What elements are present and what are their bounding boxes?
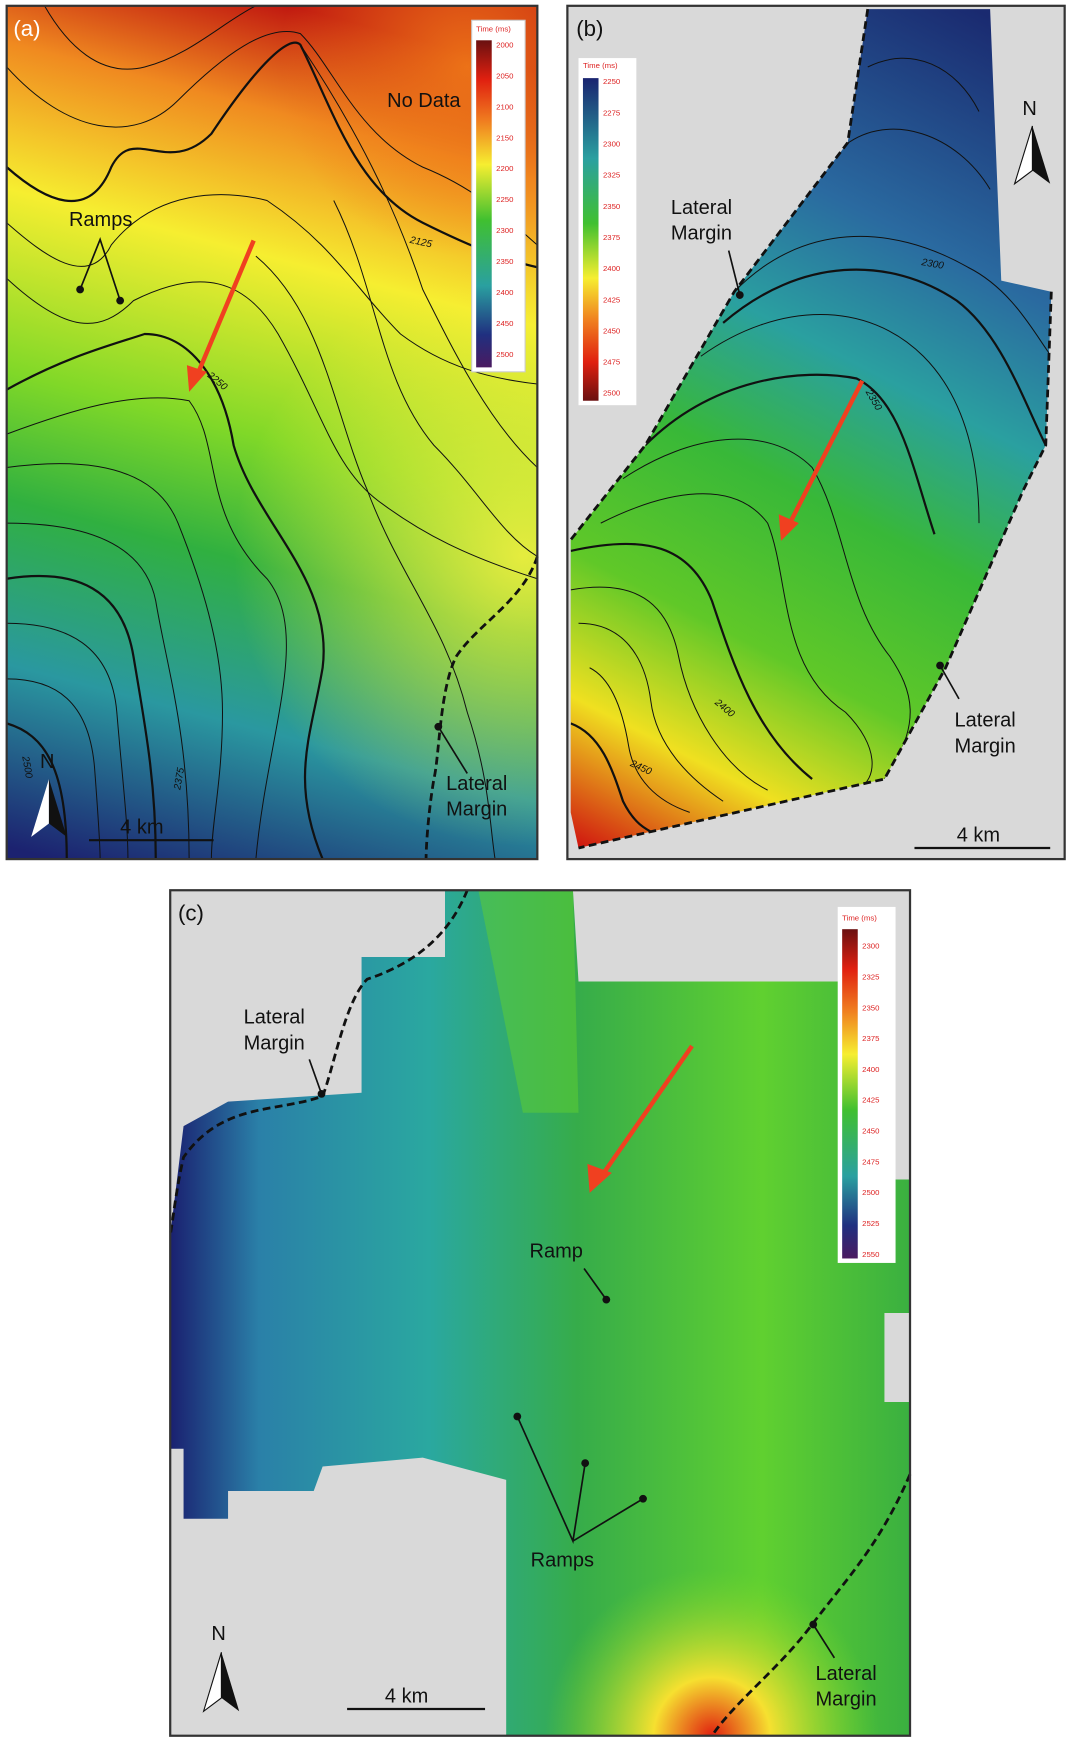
panel-b: (b) Lateral Margin Lateral Margin 2300 2… (567, 6, 1064, 859)
figure: (a) No Data Ramps Lateral Margin 2125 22… (0, 0, 1068, 1746)
colorbar-tick-label: 2525 (862, 1219, 879, 1228)
colorbar-tick-label: 2375 (862, 1034, 879, 1043)
scale-label: 4 km (120, 817, 163, 839)
colorbar-tick-label: 2250 (603, 77, 621, 86)
colorbar-tick-label: 2250 (496, 195, 514, 204)
colorbar-title: Time (ms) (842, 913, 877, 922)
colorbar-title: Time (ms) (476, 24, 511, 33)
colorbar-tick-label: 2400 (862, 1065, 880, 1074)
colorbar-tick-label: 2350 (862, 1003, 880, 1012)
lateral-margin-label: Lateral (244, 1007, 305, 1029)
panel-label: (a) (13, 16, 40, 41)
ramps-label: Ramps (531, 1550, 594, 1572)
colorbar-tick-label: 2450 (603, 326, 621, 335)
colorbar-tick-label: 2350 (603, 202, 621, 211)
scale-label: 4 km (385, 1685, 428, 1707)
colorbar-tick-label: 2100 (496, 102, 514, 111)
colorbar-tick-label: 2000 (496, 41, 514, 50)
panel-label: (b) (576, 16, 603, 41)
north-label: N (211, 1623, 225, 1645)
lateral-margin-label: Margin (446, 799, 507, 821)
lateral-margin-label: Lateral (671, 197, 732, 219)
lateral-margin-label: Margin (671, 222, 732, 244)
colorbar-tick-label: 2475 (603, 358, 620, 367)
colorbar-tick-label: 2550 (862, 1250, 880, 1259)
colorbar-tick-label: 2400 (496, 288, 514, 297)
colorbar-tick-label: 2400 (603, 264, 621, 273)
colorbar-tick-label: 2300 (496, 226, 514, 235)
lateral-margin-label: Margin (244, 1032, 305, 1054)
colorbar-tick-label: 2325 (862, 972, 879, 981)
colorbar-tick-label: 2425 (603, 295, 620, 304)
north-label: N (1022, 98, 1036, 120)
colorbar-tick-label: 2500 (603, 389, 621, 398)
panel-label: (c) (178, 900, 204, 925)
colorbar-tick-label: 2150 (496, 133, 514, 142)
colorbar-tick-label: 2200 (496, 164, 514, 173)
lateral-margin-label: Margin (815, 1689, 876, 1711)
colorbar-tick-label: 2300 (862, 942, 880, 951)
colorbar-tick-label: 2375 (603, 233, 620, 242)
lateral-margin-label: Lateral (815, 1663, 876, 1685)
colorbar-tick-label: 2450 (496, 319, 514, 328)
lateral-margin-label: Lateral (955, 710, 1016, 732)
ramps-label: Ramps (69, 209, 132, 231)
lateral-margin-label: Margin (955, 735, 1016, 757)
colorbar-tick-label: 2500 (496, 350, 514, 359)
north-label: N (40, 751, 54, 773)
no-data-label: No Data (387, 90, 461, 112)
colorbar-tick-label: 2425 (862, 1096, 879, 1105)
colorbar-tick-label: 2450 (862, 1127, 880, 1136)
colorbar-tick-label: 2475 (862, 1157, 879, 1166)
panel-a: (a) No Data Ramps Lateral Margin 2125 22… (7, 6, 538, 859)
colorbar-tick-label: 2275 (603, 108, 620, 117)
panel-c: (c) Lateral Margin Ramp Ramps Lateral Ma… (170, 890, 910, 1736)
colorbar-tick-label: 2325 (603, 171, 620, 180)
ramp-label: Ramp (530, 1240, 583, 1262)
colorbar-tick-label: 2350 (496, 257, 514, 266)
colorbar-title: Time (ms) (583, 61, 618, 70)
scale-label: 4 km (957, 824, 1000, 846)
colorbar-tick-label: 2500 (862, 1188, 880, 1197)
colorbar-tick-label: 2050 (496, 71, 514, 80)
colorbar-tick-label: 2300 (603, 140, 621, 149)
lateral-margin-label: Lateral (446, 773, 507, 795)
